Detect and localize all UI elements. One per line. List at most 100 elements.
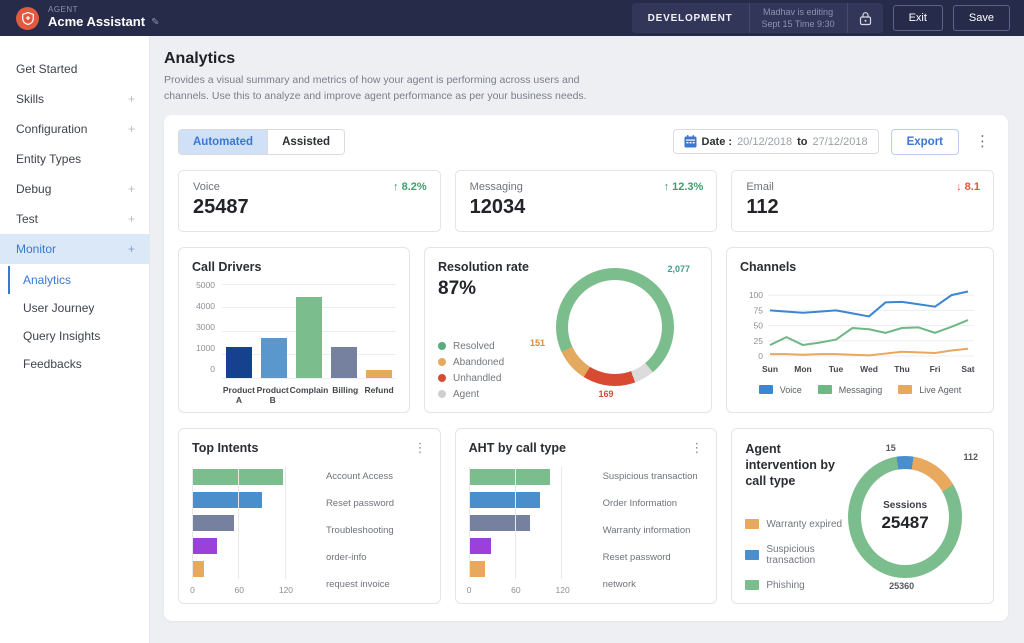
kpi-delta: ↑ 8.2%	[393, 181, 427, 193]
legend-item-abandoned: Abandoned	[438, 357, 556, 368]
environment-badge[interactable]: DEVELOPMENT	[632, 3, 749, 33]
kpi-delta: ↑ 12.3%	[664, 181, 704, 193]
expand-icon[interactable]: +	[128, 122, 135, 136]
bar-network	[469, 561, 485, 577]
sidebar-item-analytics[interactable]: Analytics	[8, 266, 149, 294]
expand-icon[interactable]: +	[128, 212, 135, 226]
main-content: Analytics Provides a visual summary and …	[150, 36, 1024, 643]
expand-icon[interactable]: +	[128, 242, 135, 256]
svg-text:100: 100	[749, 290, 763, 300]
chart-title: Top Intents	[192, 441, 258, 455]
x-axis-labels: 060120	[192, 585, 300, 597]
row-labels: Account AccessReset passwordTroubleshoot…	[300, 467, 427, 597]
bar-Product B	[261, 338, 287, 377]
card-agent-intervention: Agent intervention by call type Warranty…	[731, 428, 994, 604]
svg-text:Sun: Sun	[762, 364, 778, 374]
legend-item-messaging: Messaging	[818, 385, 883, 395]
editing-line2: Sept 15 Time 9:30	[762, 18, 835, 30]
svg-text:Tue: Tue	[829, 364, 844, 374]
sidebar-item-get-started[interactable]: Get Started	[0, 54, 149, 84]
panel-toolbar: Automated Assisted Date : 20/12/2018 to …	[178, 129, 994, 155]
top-intents-bar-chart: 060120 Account AccessReset passwordTroub…	[192, 467, 427, 597]
svg-text:50: 50	[754, 320, 764, 330]
card-menu-icon[interactable]: ⋮	[414, 441, 427, 454]
charts-row-1: Call Drivers 50004000300010000 Product A…	[178, 247, 994, 413]
resolution-donut: 2,077151169	[556, 268, 674, 386]
expand-icon[interactable]: +	[128, 92, 135, 106]
legend-item-warranty-expired: Warranty expired	[745, 519, 848, 530]
svg-text:Mon: Mon	[794, 364, 811, 374]
aht-bar-chart: 060120 Suspicious transactionOrder Infor…	[469, 467, 704, 597]
card-call-drivers: Call Drivers 50004000300010000 Product A…	[178, 247, 410, 413]
bar-troubleshooting	[192, 515, 234, 531]
legend: Warranty expired Suspicious transaction Ph…	[745, 505, 848, 591]
chart-title: Channels	[740, 260, 796, 274]
legend-item-phishing: Phishing	[745, 580, 848, 591]
svg-text:Fri: Fri	[930, 364, 941, 374]
save-button[interactable]: Save	[953, 5, 1010, 31]
monitor-submenu: Analytics User Journey Query Insights Fe…	[8, 266, 149, 378]
bar-order-info	[192, 538, 217, 554]
legend-item-live-agent: Live Agent	[898, 385, 961, 395]
kpi-delta: ↓ 8.1	[956, 181, 980, 193]
card-channels: Channels 0255075100SunMonTueWedThuFriSat…	[726, 247, 994, 413]
top-bar: AGENT Acme Assistant ✎ DEVELOPMENT Madha…	[0, 0, 1024, 36]
legend: VoiceMessagingLive Agent	[740, 380, 980, 395]
tab-assisted[interactable]: Assisted	[267, 130, 344, 154]
sidebar-item-feedbacks[interactable]: Feedbacks	[8, 350, 149, 378]
expand-icon[interactable]: +	[128, 182, 135, 196]
donut-value-label: 151	[530, 338, 545, 348]
kpi-row: Voice 25487 ↑ 8.2% Messaging 12034 ↑ 12.…	[178, 170, 994, 232]
lock-icon[interactable]	[848, 3, 883, 33]
bar-order-information	[469, 492, 540, 508]
donut-value-label: 169	[598, 389, 613, 399]
svg-text:25: 25	[754, 335, 764, 345]
exit-button[interactable]: Exit	[893, 5, 943, 31]
legend-item-suspicious-transaction: Suspicious transaction	[745, 544, 848, 566]
bars	[222, 284, 396, 378]
card-aht-by-call-type: AHT by call type ⋮ 060120 Suspicious tra…	[455, 428, 718, 604]
sidebar-item-test[interactable]: Test+	[0, 204, 149, 234]
sidebar-item-monitor[interactable]: Monitor+	[0, 234, 149, 264]
resolution-rate-chart: Resolution rate 87% ResolvedAbandonedUnh…	[438, 260, 698, 400]
edit-agent-icon[interactable]: ✎	[151, 17, 159, 28]
sidebar-item-query-insights[interactable]: Query Insights	[8, 322, 149, 350]
svg-text:Wed: Wed	[860, 364, 878, 374]
date-label: Date :	[702, 136, 733, 148]
date-to: 27/12/2018	[813, 136, 868, 148]
sidebar-item-entity-types[interactable]: Entity Types	[0, 144, 149, 174]
legend-item-unhandled: Unhandled	[438, 373, 556, 384]
bar-request-invoice	[192, 561, 204, 577]
calendar-icon	[684, 135, 697, 148]
more-options-icon[interactable]: ⋮	[971, 132, 994, 151]
sidebar-item-skills[interactable]: Skills+	[0, 84, 149, 114]
bar-Product A	[226, 347, 252, 377]
bar-suspicious-transaction	[469, 469, 550, 485]
bar-reset-password	[469, 538, 491, 554]
date-range-picker[interactable]: Date : 20/12/2018 to 27/12/2018	[673, 129, 879, 154]
tab-automated[interactable]: Automated	[179, 130, 267, 154]
editing-status: Madhav is editing Sept 15 Time 9:30	[750, 3, 847, 33]
export-button[interactable]: Export	[891, 129, 959, 155]
sidebar-item-debug[interactable]: Debug+	[0, 174, 149, 204]
svg-text:0: 0	[758, 351, 763, 361]
bar-warranty-information	[469, 515, 531, 531]
card-menu-icon[interactable]: ⋮	[690, 441, 703, 454]
kpi-card-messaging: Messaging 12034 ↑ 12.3%	[455, 170, 718, 232]
chart-title: Agent intervention by call type	[745, 441, 848, 490]
editing-line1: Madhav is editing	[762, 6, 835, 18]
sidebar: Get Started Skills+ Configuration+ Entit…	[0, 36, 150, 643]
charts-row-2: Top Intents ⋮ 060120 Account AccessReset…	[178, 428, 994, 604]
svg-text:Sat: Sat	[961, 364, 974, 374]
mode-tabs: Automated Assisted	[178, 129, 345, 155]
donut-center: Sessions 25487	[848, 456, 962, 578]
analytics-panel: Automated Assisted Date : 20/12/2018 to …	[164, 115, 1008, 621]
chart-title: Resolution rate	[438, 260, 556, 274]
page-title: Analytics	[164, 50, 1008, 68]
donut-value-label: 25360	[889, 581, 914, 591]
sidebar-item-configuration[interactable]: Configuration+	[0, 114, 149, 144]
date-from: 20/12/2018	[737, 136, 792, 148]
sidebar-item-user-journey[interactable]: User Journey	[8, 294, 149, 322]
page-description: Provides a visual summary and metrics of…	[164, 73, 614, 105]
legend-item-agent: Agent	[438, 389, 556, 400]
